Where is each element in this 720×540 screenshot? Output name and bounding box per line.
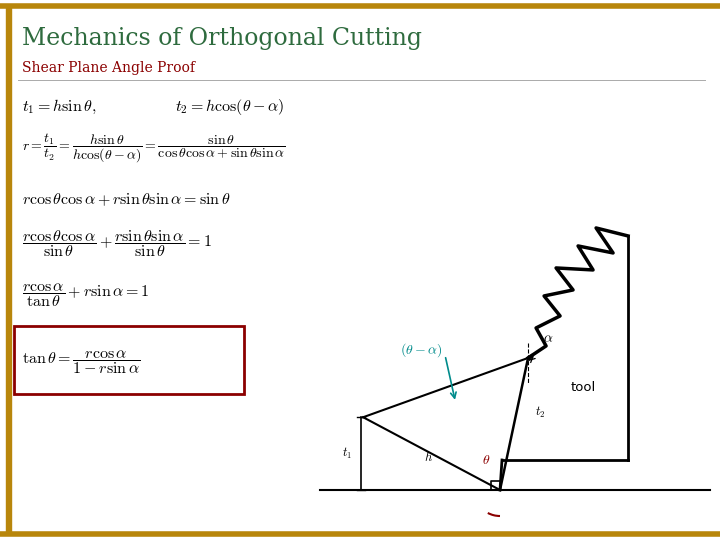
Text: Shear Plane Angle Proof: Shear Plane Angle Proof [22,61,195,75]
Text: $t_1 = h\sin\theta,$: $t_1 = h\sin\theta,$ [22,98,96,116]
Text: $\theta$: $\theta$ [482,453,490,467]
Bar [14,326,244,394]
Text: $\dfrac{r\cos\alpha}{\tan\theta} + r\sin\alpha = 1$: $\dfrac{r\cos\alpha}{\tan\theta} + r\sin… [22,281,149,309]
Text: $t_2$: $t_2$ [535,404,545,420]
Text: $\alpha$: $\alpha$ [543,331,554,345]
Text: Mechanics of Orthogonal Cutting: Mechanics of Orthogonal Cutting [22,26,422,50]
Text: $t_2 = h\cos(\theta - \alpha)$: $t_2 = h\cos(\theta - \alpha)$ [175,97,284,117]
Text: tool: tool [570,381,595,394]
Text: $h$: $h$ [424,450,433,464]
Text: $\tan\theta = \dfrac{r\cos\alpha}{1 - r\sin\alpha}$: $\tan\theta = \dfrac{r\cos\alpha}{1 - r\… [22,348,140,376]
Text: $t_1$: $t_1$ [342,446,352,461]
Text: $\dfrac{r\cos\theta\cos\alpha}{\sin\theta} + \dfrac{r\sin\theta\sin\alpha}{\sin\: $\dfrac{r\cos\theta\cos\alpha}{\sin\thet… [22,228,212,260]
Text: $r = \dfrac{t_1}{t_2} = \dfrac{h\sin\theta}{h\cos(\theta-\alpha)} = \dfrac{\sin\: $r = \dfrac{t_1}{t_2} = \dfrac{h\sin\the… [22,131,286,165]
Text: $r\cos\theta\cos\alpha + r\sin\theta\sin\alpha = \sin\theta$: $r\cos\theta\cos\alpha + r\sin\theta\sin… [22,192,230,208]
Text: $(\theta - \alpha)$: $(\theta - \alpha)$ [400,341,443,359]
Bar [6,6,11,534]
